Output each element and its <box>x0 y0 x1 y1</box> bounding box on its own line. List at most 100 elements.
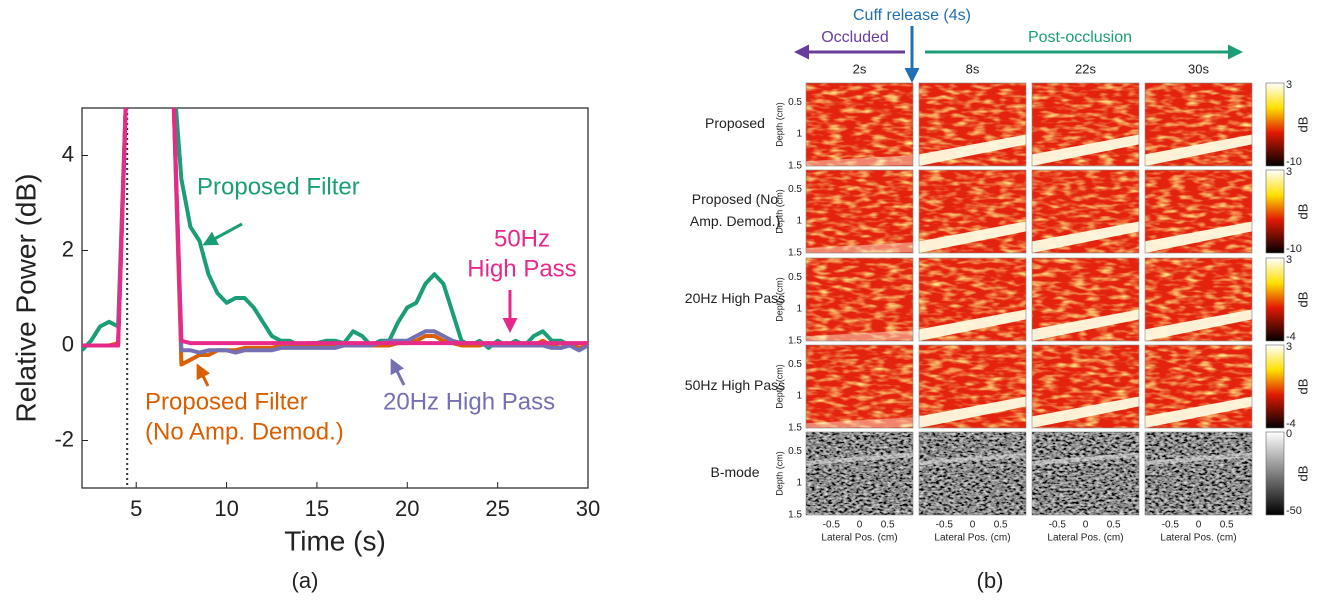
depth-tick-label: 1.5 <box>788 336 802 347</box>
image-frame <box>1144 344 1253 429</box>
colorbar <box>1265 431 1285 516</box>
depth-axis-label: Depth (cm) <box>774 189 784 234</box>
y-tick-label: -2 <box>54 426 74 451</box>
lateral-tick-label: 0.5 <box>1107 520 1121 531</box>
image-frame <box>805 169 914 254</box>
image-frame <box>1144 431 1253 516</box>
heatmap-texture <box>806 83 913 166</box>
row-label: 50Hz High Pass <box>685 377 785 393</box>
vessel-wall <box>1145 134 1252 166</box>
x-axis-label: Time (s) <box>284 525 386 556</box>
image-frame <box>1031 431 1140 516</box>
vessel-wall <box>919 134 1026 166</box>
lateral-tick-label: 0.5 <box>994 520 1008 531</box>
lateral-axis-label: Lateral Pos. (cm) <box>821 533 897 544</box>
lateral-tick-label: 0 <box>1083 520 1089 531</box>
depth-axis-label: Depth (cm) <box>774 364 784 409</box>
vessel-wall <box>806 155 913 166</box>
image-frame <box>918 169 1027 254</box>
colorbar-tick-label: 3 <box>1286 254 1292 266</box>
lateral-tick-label: 0 <box>1196 520 1202 531</box>
image-frame <box>918 82 1027 167</box>
column-label: 22s <box>1075 61 1096 76</box>
colorbar-unit: dB <box>1295 117 1310 133</box>
depth-axis-label: Depth (cm) <box>774 277 784 322</box>
colorbar-unit: dB <box>1295 466 1310 482</box>
image-frame <box>1031 169 1140 254</box>
vessel-wall <box>1032 134 1139 166</box>
occluded-label: Occluded <box>821 29 889 46</box>
panel-label: (b) <box>977 568 1004 593</box>
column-label: 2s <box>853 61 867 76</box>
lateral-tick-label: 0 <box>970 520 976 531</box>
column-label: 8s <box>966 61 980 76</box>
vessel-wall <box>1145 452 1252 466</box>
bmode-image <box>806 432 913 515</box>
series-annotation: Proposed Filter <box>197 173 360 200</box>
image-frame <box>1031 344 1140 429</box>
depth-tick-label: 1 <box>796 478 802 489</box>
depth-tick-label: 0.5 <box>788 272 802 283</box>
vessel-wall <box>806 452 913 466</box>
depth-tick-label: 1 <box>796 129 802 140</box>
lateral-tick-label: -0.5 <box>823 520 841 531</box>
depth-axis-label: Depth (cm) <box>774 451 784 496</box>
row-label: Amp. Demod.) <box>690 213 780 229</box>
colorbar-unit: dB <box>1295 379 1310 395</box>
colorbar <box>1265 82 1285 167</box>
depth-tick-label: 0.5 <box>788 446 802 457</box>
series-annotation: 50Hz <box>494 225 550 252</box>
x-tick-label: 30 <box>576 496 600 521</box>
colorbar <box>1265 344 1285 429</box>
post-label: Post-occlusion <box>1028 29 1132 46</box>
vessel-wall <box>1032 221 1139 253</box>
series-annotation: High Pass <box>467 255 576 282</box>
depth-tick-label: 1.5 <box>788 248 802 259</box>
image-frame <box>1144 257 1253 342</box>
vessel-wall <box>806 330 913 341</box>
lateral-tick-label: 0 <box>857 520 863 531</box>
vessel-wall <box>1032 452 1139 466</box>
depth-tick-label: 1 <box>796 391 802 402</box>
image-frame <box>805 344 914 429</box>
image-frame <box>805 82 914 167</box>
y-tick-label: 0 <box>62 331 74 356</box>
depth-tick-label: 0.5 <box>788 359 802 370</box>
bmode-image <box>1032 432 1139 515</box>
depth-tick-label: 0.5 <box>788 184 802 195</box>
image-frame <box>918 344 1027 429</box>
vessel-wall <box>1032 396 1139 428</box>
series-annotation: (No Amp. Demod.) <box>145 418 344 445</box>
colorbar-tick-label: -50 <box>1286 505 1302 517</box>
colorbar-tick-label: -10 <box>1286 156 1302 168</box>
colorbar-tick-label: 0 <box>1286 428 1292 440</box>
row-label: Proposed (No <box>692 191 779 207</box>
lateral-axis-label: Lateral Pos. (cm) <box>1047 533 1123 544</box>
cuff-label: Cuff release (4s) <box>853 7 971 24</box>
row-label: 20Hz High Pass <box>685 290 785 306</box>
depth-tick-label: 1.5 <box>788 423 802 434</box>
heatmap-texture <box>806 345 913 428</box>
x-tick-label: 15 <box>305 496 329 521</box>
image-frame <box>918 257 1027 342</box>
annotation-arrow <box>196 363 211 387</box>
image-frame <box>1144 169 1253 254</box>
vessel-wall <box>919 221 1026 253</box>
vessel-wall <box>1032 309 1139 341</box>
colorbar-tick-label: 3 <box>1286 166 1292 178</box>
column-label: 30s <box>1188 61 1209 76</box>
y-tick-label: 4 <box>62 141 74 166</box>
lateral-tick-label: 0.5 <box>881 520 895 531</box>
image-frame <box>805 257 914 342</box>
colorbar-tick-label: 3 <box>1286 79 1292 91</box>
colorbar-tick-label: -4 <box>1286 331 1296 343</box>
bmode-image <box>1145 432 1252 515</box>
series-line <box>82 108 588 348</box>
lateral-axis-label: Lateral Pos. (cm) <box>1160 533 1236 544</box>
plot-area <box>82 108 588 488</box>
row-label: Proposed <box>705 115 765 131</box>
vessel-wall <box>919 309 1026 341</box>
image-frame <box>918 431 1027 516</box>
colorbar-unit: dB <box>1295 204 1310 220</box>
